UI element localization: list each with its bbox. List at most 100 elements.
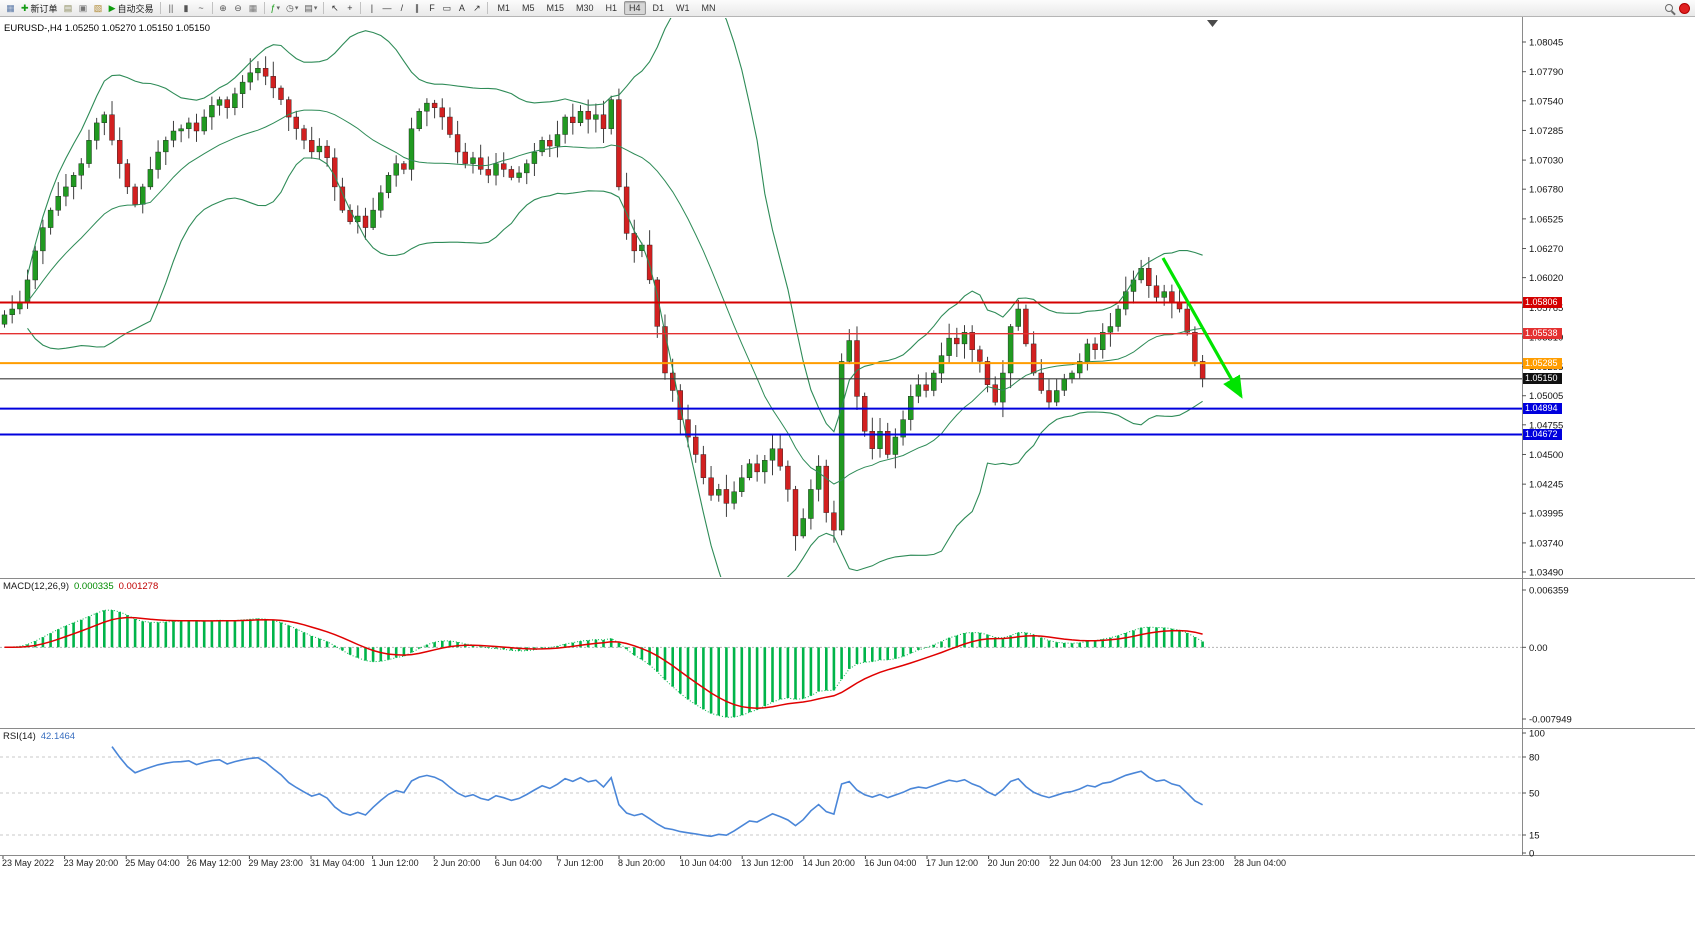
dropdown-caret-icon[interactable]: ▾: [313, 5, 318, 12]
time-label: 16 Jun 04:00: [864, 858, 916, 868]
timeframe-m5-button[interactable]: M5: [521, 3, 535, 13]
fibonacci-icon[interactable]: F: [424, 1, 439, 16]
bollinger-lower-band: [27, 157, 1203, 577]
toolbar-separator: [211, 2, 213, 14]
equidistant-channel-icon[interactable]: ∥: [409, 1, 424, 16]
navigator-icon[interactable]: ▧: [91, 1, 106, 16]
timeframe-d1-button[interactable]: D1: [652, 3, 665, 13]
cursor-icon[interactable]: ↖: [327, 1, 342, 16]
zoom-in-icon: ⊕: [219, 2, 227, 13]
price-tag: 1.05150: [1523, 373, 1562, 384]
time-label: 29 May 23:00: [248, 858, 303, 868]
bar-chart-icon: ||: [168, 2, 174, 13]
rsi-scale-label: 15: [1529, 831, 1540, 842]
time-label: 10 Jun 04:00: [680, 858, 732, 868]
timeframe-mn-button[interactable]: MN: [701, 3, 716, 13]
periods-icon[interactable]: ◷ ▾: [283, 1, 301, 16]
price-tag: 1.04672: [1523, 429, 1562, 440]
rsi-name: RSI(14): [3, 731, 36, 742]
timeframe-h1-button[interactable]: H1: [605, 3, 618, 13]
indicators-icon[interactable]: ƒ ▾: [268, 1, 284, 16]
time-axis[interactable]: 23 May 2022 23 May 20:00 25 May 04:00 26 Ma…: [2, 856, 1286, 868]
dropdown-caret-icon[interactable]: ▾: [294, 5, 299, 12]
autotrade-button-label: 自动交易: [117, 3, 154, 14]
timeframe-h4-button[interactable]: H4: [624, 1, 646, 15]
new-order-icon: ✚: [21, 2, 29, 13]
time-label: 23 Jun 12:00: [1111, 858, 1163, 868]
candlestick-chart-icon[interactable]: ▮: [179, 1, 194, 16]
rsi-scale-label: 50: [1529, 789, 1540, 800]
crosshair-icon: +: [347, 2, 353, 13]
macd-scale-label: -0.007949: [1529, 715, 1572, 726]
horizontal-line-icon: —: [382, 2, 392, 13]
new-chart-icon[interactable]: ▦: [3, 1, 18, 16]
dropdown-caret-icon[interactable]: ▾: [276, 5, 281, 12]
templates-icon: ▤: [304, 2, 313, 13]
chart-profiles-icon: ▤: [63, 2, 73, 13]
timeframe-w1-button[interactable]: W1: [676, 3, 690, 13]
toolbar: ▦ ✚ 新订单 ▤ ▣ ▧ ▶ 自动交易 || ▮ ~ ⊕ ⊖ ▦ ƒ ▾ ◷ ▾ ▤ ▾ ↖ + | — / ∥ F ▭ A ↗ M1 M…: [0, 0, 1695, 17]
notification-badge[interactable]: [1679, 2, 1690, 14]
macd-indicator: [0, 609, 1522, 718]
fibonacci-icon: F: [429, 2, 435, 13]
shapes-icon[interactable]: ▭: [439, 1, 454, 16]
new-order-button[interactable]: ✚ 新订单: [18, 1, 61, 16]
horizontal-line-icon[interactable]: —: [379, 1, 394, 16]
zoom-out-icon[interactable]: ⊖: [231, 1, 246, 16]
equidistant-channel-icon: ∥: [414, 2, 420, 13]
trendline-icon: /: [400, 2, 404, 13]
price-scale-label: 1.07030: [1529, 156, 1563, 167]
toolbar-separator: [360, 2, 362, 14]
candlestick-chart-icon: ▮: [183, 2, 189, 13]
line-chart-icon[interactable]: ~: [194, 1, 209, 16]
price-scale-label: 1.03995: [1529, 509, 1563, 520]
macd-scale-label: 0.006359: [1529, 586, 1569, 597]
time-label: 26 Jun 23:00: [1172, 858, 1224, 868]
price-tag: 1.05806: [1523, 297, 1562, 308]
search-icon[interactable]: [1665, 4, 1673, 12]
toolbar-separator: [263, 2, 265, 14]
bollinger-upper-band: [26, 18, 1203, 433]
zoom-in-icon[interactable]: ⊕: [216, 1, 231, 16]
time-label: 17 Jun 12:00: [926, 858, 978, 868]
arrows-tool-icon[interactable]: ↗: [469, 1, 484, 16]
price-scale-label: 1.03740: [1529, 538, 1563, 549]
rsi-scale-label: 100: [1529, 729, 1545, 740]
bar-chart-icon[interactable]: ||: [164, 1, 179, 16]
time-label: 7 Jun 12:00: [556, 858, 603, 868]
macd-value-signal: 0.001278: [118, 581, 159, 592]
market-watch-icon[interactable]: ▣: [76, 1, 91, 16]
tile-windows-icon: ▦: [248, 2, 258, 13]
price-scale-label: 1.07790: [1529, 67, 1563, 78]
timeframe-m1-button[interactable]: M1: [497, 3, 510, 13]
timeframe-m15-button[interactable]: M15: [546, 3, 564, 13]
rsi-scale-label: 0: [1529, 849, 1534, 860]
chart-profiles-icon[interactable]: ▤: [61, 1, 76, 16]
market-watch-icon: ▣: [78, 2, 88, 13]
crosshair-icon[interactable]: +: [342, 1, 357, 16]
bollinger-middle-band: [27, 109, 1203, 485]
timeframe-m30-button[interactable]: M30: [575, 3, 594, 13]
trend-arrow[interactable]: [1161, 257, 1243, 399]
timeframe-group: M1 M5 M15 M30 H1 H4 D1 W1 MN: [491, 0, 721, 16]
templates-icon[interactable]: ▤ ▾: [301, 1, 320, 16]
price-scale-label: 1.05005: [1529, 391, 1563, 402]
time-label: 13 Jun 12:00: [741, 858, 793, 868]
text-label-icon[interactable]: A: [454, 1, 469, 16]
time-label: 26 May 12:00: [187, 858, 242, 868]
time-label: 1 Jun 12:00: [372, 858, 419, 868]
autotrade-button[interactable]: ▶ 自动交易: [106, 1, 157, 16]
tile-windows-icon[interactable]: ▦: [246, 1, 261, 16]
price-scale-label: 1.06780: [1529, 185, 1563, 196]
price-scale-label: 1.08045: [1529, 38, 1563, 49]
vertical-line-icon[interactable]: |: [364, 1, 379, 16]
price-scale-label: 1.04755: [1529, 420, 1563, 431]
chart-shift-marker[interactable]: [1207, 20, 1218, 27]
toolbar-separator: [159, 2, 161, 14]
trendline-icon[interactable]: /: [394, 1, 409, 16]
autotrade-icon: ▶: [108, 2, 116, 13]
price-scale[interactable]: 1.08045 1.07790 1.07540 1.07285 1.07030 1.067…: [1522, 38, 1563, 579]
time-label: 14 Jun 20:00: [803, 858, 855, 868]
